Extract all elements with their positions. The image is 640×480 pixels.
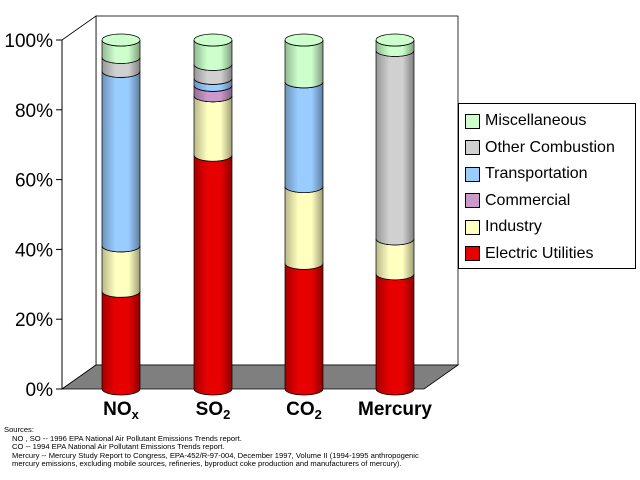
y-tick-label: 80% [15, 101, 53, 122]
legend-swatch [465, 140, 480, 155]
bar-segment-industry [284, 186, 324, 270]
sources-line-3: Mercury -- Mercury Study Report to Congr… [12, 450, 419, 460]
legend-item: Commercial [465, 190, 570, 212]
legend-item: Miscellaneous [465, 110, 586, 132]
bar-top-cap [284, 33, 324, 47]
legend-swatch [465, 166, 480, 182]
legend-label: Commercial [485, 191, 571, 209]
bar-segment-industry [101, 245, 141, 298]
legend: Miscellaneous Other Combustion Transportat… [458, 103, 636, 269]
y-tick-label: 0% [26, 380, 54, 401]
legend-label: Transportation [485, 165, 588, 182]
bar-top-cap [375, 33, 415, 47]
legend-swatch [465, 219, 480, 235]
bar-top-cap [101, 33, 141, 47]
bar-segment-electric-utilities [101, 291, 141, 396]
legend-item: Industry [465, 216, 542, 238]
legend-label: Other Combustion [485, 138, 615, 156]
sources-line-1: NO , SO -- 1996 EPA National Air Polluta… [12, 433, 242, 443]
sources-line-2: CO -- 1994 EPA National Air Pollutant Em… [12, 442, 225, 452]
legend-swatch [465, 246, 480, 261]
x-tick-label: Mercury [358, 399, 432, 420]
bar-segment-other-combustion [375, 50, 415, 246]
legend-swatch [465, 193, 480, 208]
legend-swatch [465, 113, 480, 129]
x-tick-label: NOx [103, 399, 140, 422]
y-tick-label: 60% [15, 171, 53, 192]
bar-segment-industry [193, 95, 233, 162]
bar-segment-transportation [284, 81, 324, 193]
legend-item: Other Combustion [465, 137, 615, 159]
legend-item: Electric Utilities [465, 243, 593, 265]
sources-line-4: mercury emissions, excluding mobile sour… [12, 459, 402, 469]
side-wall [61, 15, 97, 390]
x-tick-label: SO2 [196, 399, 231, 422]
legend-label: Electric Utilities [485, 244, 594, 262]
bar-segment-electric-utilities [193, 155, 233, 396]
bar-segment-transportation [101, 71, 141, 253]
bar-segment-electric-utilities [375, 273, 415, 396]
bar-top-cap [193, 33, 233, 47]
y-tick-label: 40% [15, 240, 53, 261]
bar-segment-electric-utilities [284, 263, 324, 396]
legend-label: Industry [485, 218, 542, 235]
legend-label: Miscellaneous [485, 112, 587, 129]
legend-item: Transportation [465, 163, 588, 185]
bar-segment-miscellaneous [284, 39, 324, 89]
y-tick-label: 20% [15, 310, 53, 331]
sources-heading: Sources: [4, 425, 34, 434]
x-tick-label: CO2 [286, 399, 322, 422]
sources-note: Sources: NO , SO -- 1996 EPA National Ai… [4, 425, 636, 469]
y-tick-label: 100% [4, 31, 53, 52]
